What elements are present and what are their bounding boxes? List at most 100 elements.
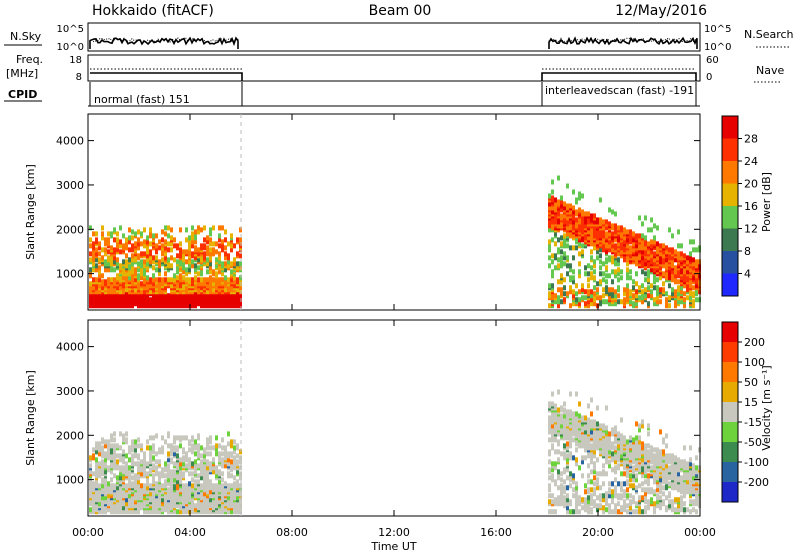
velocity-cell — [224, 445, 227, 451]
power-cell — [695, 283, 698, 289]
velocity-cell — [575, 411, 578, 417]
power-cell — [560, 259, 563, 265]
power-cell — [641, 255, 644, 261]
velocity-cell — [119, 431, 122, 437]
power-cell — [122, 271, 125, 277]
velocity-cell — [632, 477, 635, 483]
velocity-cell — [593, 465, 596, 471]
power-cell — [95, 257, 98, 263]
power-cell — [695, 273, 698, 279]
velocity-cell — [149, 467, 152, 473]
power-cell — [131, 229, 134, 235]
velocity-cell — [170, 469, 173, 475]
power-cell — [590, 297, 593, 303]
power-cell — [659, 251, 662, 257]
velocity-cell — [551, 499, 554, 505]
velocity-cell — [635, 459, 638, 465]
velocity-cell — [218, 479, 221, 485]
power-cell — [164, 231, 167, 237]
velocity-cell — [662, 499, 665, 505]
power-cell — [563, 261, 566, 267]
velocity-cell — [221, 461, 224, 467]
velocity-cell — [122, 475, 125, 481]
velocity-cell — [641, 473, 644, 479]
power-cell — [617, 267, 620, 273]
power-cell — [569, 275, 572, 281]
velocity-cell — [224, 453, 227, 459]
power-cell — [581, 237, 584, 243]
power-cell — [614, 269, 617, 275]
power-cell — [110, 277, 113, 283]
power-cell — [194, 275, 197, 281]
velocity-cell — [191, 449, 194, 455]
power-cell — [677, 251, 680, 257]
power-cell — [185, 277, 188, 283]
power-cell — [566, 183, 569, 189]
power-cell — [623, 287, 626, 293]
power-cell — [683, 273, 686, 279]
power-cell — [200, 295, 203, 301]
power-cell — [188, 239, 191, 245]
power-cell — [230, 261, 233, 267]
velocity-cell — [584, 455, 587, 461]
velocity-cell — [215, 447, 218, 453]
power-cell — [200, 271, 203, 277]
velocity-cell — [653, 463, 656, 469]
velocity-cell — [548, 487, 551, 493]
power-cell — [575, 197, 578, 203]
velocity-cell — [575, 485, 578, 491]
power-cell — [557, 237, 560, 243]
power-cell — [656, 299, 659, 305]
power-cell — [119, 243, 122, 249]
velocity-cell — [572, 427, 575, 433]
velocity-cell — [176, 435, 179, 441]
x-axis-ticks: 00:00 04:00 08:00 12:00 16:00 20:00 00:00 — [72, 526, 716, 539]
colorbar-segment — [722, 138, 738, 161]
velocity-cell — [104, 439, 107, 445]
nsky-tick-top: 10^5 — [57, 24, 84, 35]
velocity-cell — [185, 483, 188, 489]
nsearch-label: N.Search — [744, 28, 794, 41]
power-cell — [578, 251, 581, 257]
velocity-cell — [176, 475, 179, 481]
velocity-cell — [167, 457, 170, 463]
power-cell — [662, 281, 665, 287]
velocity-cell — [617, 481, 620, 487]
power-cell — [563, 219, 566, 225]
velocity-cell — [620, 433, 623, 439]
velocity-cell — [563, 417, 566, 423]
velocity-cell — [581, 415, 584, 421]
velocity-cell — [554, 435, 557, 441]
power-cell — [113, 247, 116, 253]
power-cell — [116, 241, 119, 247]
power-cell — [632, 301, 635, 307]
velocity-cell — [221, 477, 224, 483]
velocity-cell — [686, 507, 689, 513]
power-cell — [161, 237, 164, 243]
velocity-cell — [152, 443, 155, 449]
power-cell — [623, 297, 626, 303]
velocity-cell — [641, 449, 644, 455]
power-cell — [563, 285, 566, 291]
power-cell — [647, 269, 650, 275]
power-cell — [125, 271, 128, 277]
power-cell — [626, 249, 629, 255]
power-cell — [101, 255, 104, 261]
power-cell — [581, 209, 584, 215]
power-cell — [128, 239, 131, 245]
velocity-cell — [128, 481, 131, 487]
velocity-cell — [233, 475, 236, 481]
velocity-cell — [614, 465, 617, 471]
power-cell — [182, 265, 185, 271]
power-cell — [113, 227, 116, 233]
velocity-cell — [131, 481, 134, 487]
power-cell — [557, 299, 560, 305]
power-cell — [656, 241, 659, 247]
power-cell — [95, 263, 98, 269]
power-cell — [110, 261, 113, 267]
power-cell — [131, 269, 134, 275]
power-cell — [203, 225, 206, 231]
velocity-cell — [548, 467, 551, 473]
